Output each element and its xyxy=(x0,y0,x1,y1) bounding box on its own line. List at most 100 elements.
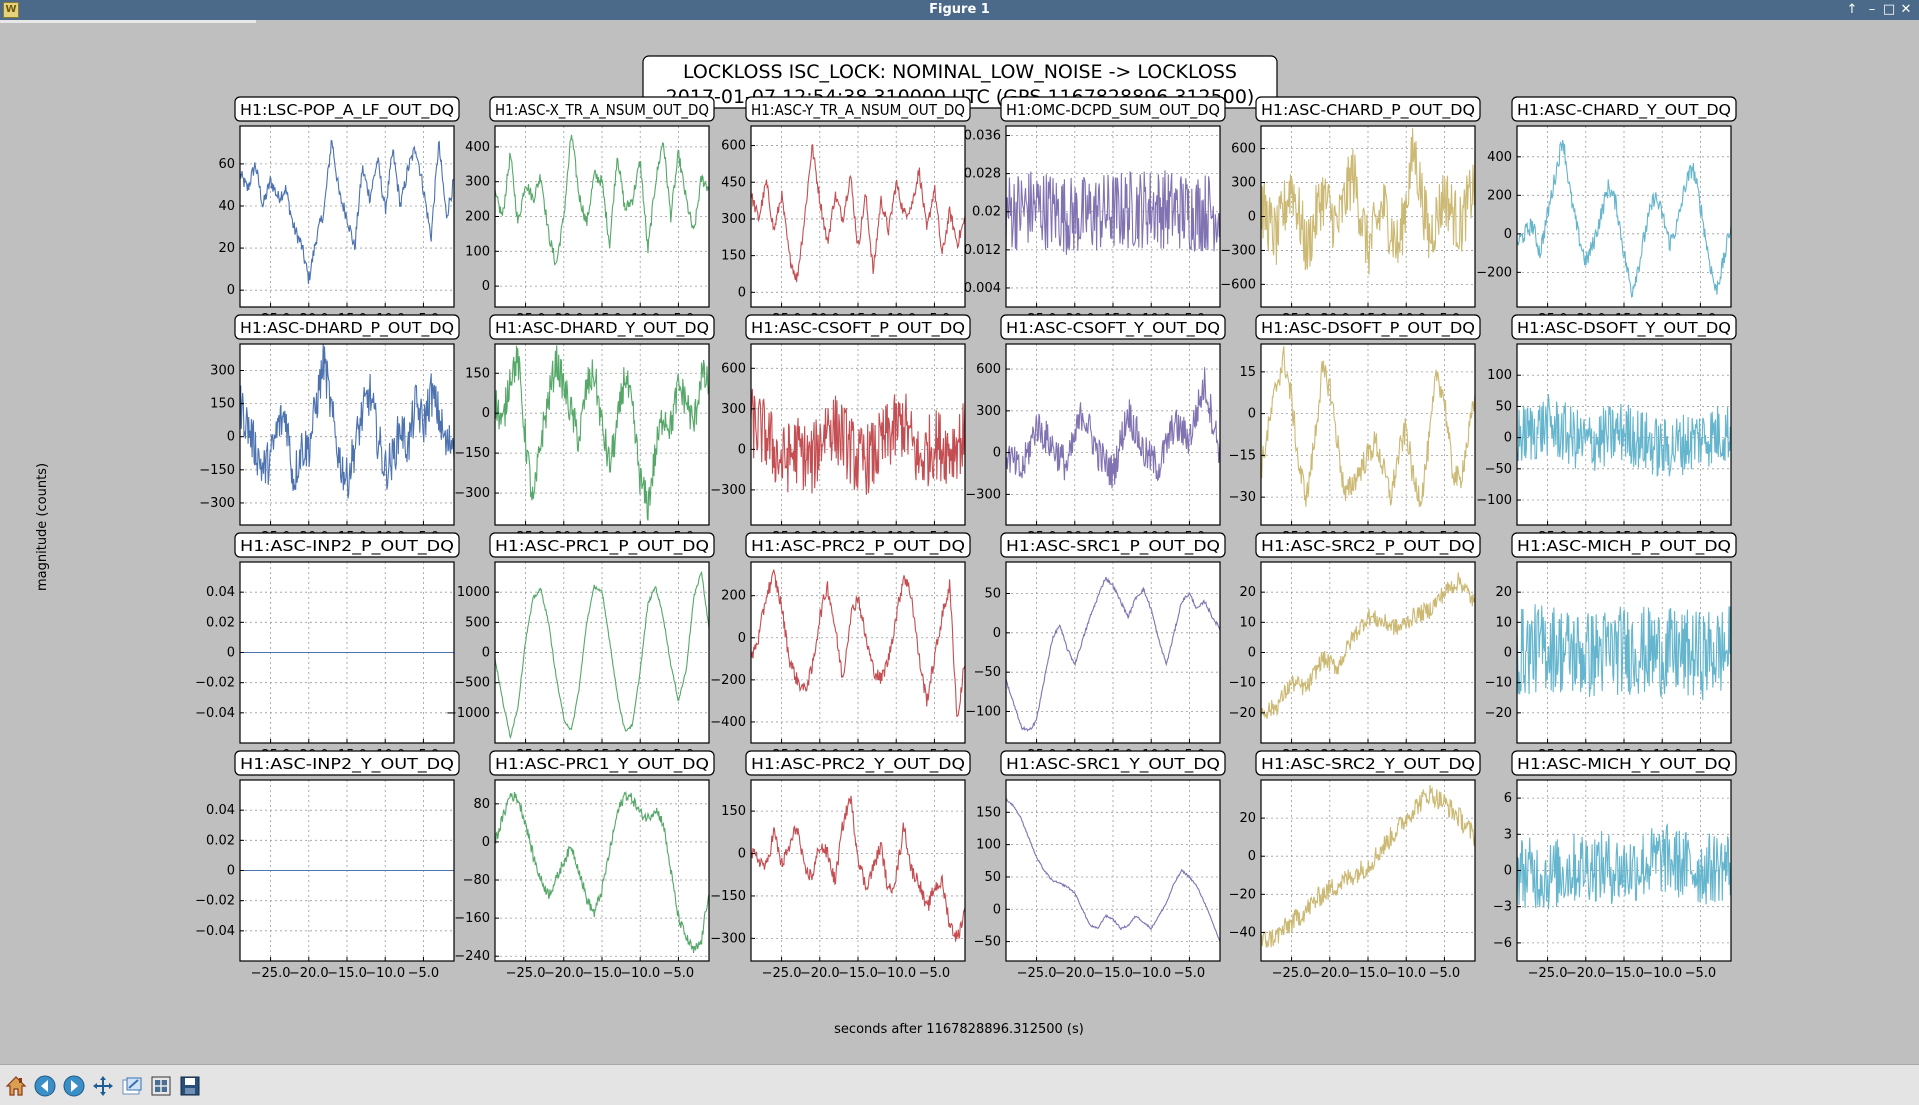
y-tick-label: 300 xyxy=(210,363,235,378)
home-button[interactable] xyxy=(3,1073,29,1099)
y-tick-label: 0 xyxy=(993,446,1001,461)
y-tick-label: 6 xyxy=(1504,791,1512,806)
y-tick-label: 300 xyxy=(721,212,746,227)
subplot-title-box xyxy=(234,314,460,340)
y-tick-label: 50 xyxy=(984,586,1001,601)
x-tick-label: −25.0 xyxy=(506,966,546,981)
y-tick-label: 0 xyxy=(227,864,235,879)
y-tick-label: 0 xyxy=(1248,646,1256,661)
subplot-title: H1:ASC-PRC2_P_OUT_DQ xyxy=(745,532,971,558)
y-tick-label: 0 xyxy=(482,835,490,850)
series-line xyxy=(494,134,710,266)
subplot-title-text: H1:ASC-SRC1_Y_OUT_DQ xyxy=(1006,755,1220,774)
figure-canvas[interactable]: LOCKLOSS ISC_LOCK: NOMINAL_LOW_NOISE -> … xyxy=(4,23,1915,1063)
x-tick-label: −15.0 xyxy=(327,966,367,981)
configure-subplots-button[interactable] xyxy=(148,1073,174,1099)
subplot-title-text: H1:ASC-DHARD_P_OUT_DQ xyxy=(240,319,454,338)
subplot-title-text: H1:ASC-PRC1_P_OUT_DQ xyxy=(495,537,709,556)
subplot-title-box xyxy=(745,96,971,122)
pan-button[interactable] xyxy=(90,1073,116,1099)
subplot-title-text: H1:ASC-Y_TR_A_NSUM_OUT_DQ xyxy=(751,101,965,120)
x-tick-label: −15.0 xyxy=(838,966,878,981)
subplot-title-text: H1:ASC-PRC2_P_OUT_DQ xyxy=(751,537,965,556)
subplot-title: H1:ASC-CHARD_P_OUT_DQ xyxy=(1255,96,1481,122)
back-icon xyxy=(34,1075,56,1097)
back-button[interactable] xyxy=(32,1073,58,1099)
subplot-title-box xyxy=(1511,314,1737,340)
forward-button[interactable] xyxy=(61,1073,87,1099)
x-tick-label: −10.0 xyxy=(876,966,916,981)
x-tick-label: −25.0 xyxy=(1272,966,1312,981)
subplot: 0.0040.0120.020.0280.036−25.0−20.0−15.0−… xyxy=(964,125,1221,327)
y-tick-label: −200 xyxy=(710,673,746,688)
subplot-title-text: H1:ASC-CSOFT_P_OUT_DQ xyxy=(751,319,965,338)
subplot-title-box xyxy=(1255,96,1481,122)
series-line xyxy=(239,343,455,499)
x-tick-label: −5.0 xyxy=(1174,966,1206,981)
subplot-title: H1:ASC-SRC1_P_OUT_DQ xyxy=(1000,532,1226,558)
y-tick-label: −400 xyxy=(710,715,746,730)
keep-above-button[interactable]: ↑ xyxy=(1846,2,1858,17)
y-tick-label: −0.04 xyxy=(195,706,235,721)
y-tick-label: −10 xyxy=(1229,676,1256,691)
subplot-title-box xyxy=(234,96,460,122)
y-tick-label: 600 xyxy=(721,139,746,154)
y-tick-label: −0.02 xyxy=(195,676,235,691)
x-tick-label: −15.0 xyxy=(1604,966,1644,981)
subplot-title-text: H1:ASC-CHARD_P_OUT_DQ xyxy=(1261,101,1475,120)
y-tick-label: −50 xyxy=(974,665,1001,680)
y-tick-label: 100 xyxy=(1487,368,1512,383)
x-tick-label: −15.0 xyxy=(1093,966,1133,981)
close-button[interactable]: ✕ xyxy=(1900,2,1912,17)
y-tick-label: −50 xyxy=(1485,462,1512,477)
subplot-title: H1:ASC-INP2_Y_OUT_DQ xyxy=(234,750,460,776)
subplot-title: H1:ASC-PRC1_P_OUT_DQ xyxy=(489,532,715,558)
y-tick-label: −150 xyxy=(454,446,490,461)
subplot-title-text: H1:ASC-CSOFT_Y_OUT_DQ xyxy=(1006,319,1220,338)
subplot-title-text: H1:ASC-SRC2_Y_OUT_DQ xyxy=(1261,755,1475,774)
series-line xyxy=(1260,785,1476,949)
tab-strip xyxy=(0,20,256,23)
subplot: −0.04−0.0200.020.04−25.0−20.0−15.0−10.0−… xyxy=(195,561,455,763)
series-line xyxy=(239,139,454,284)
y-tick-label: 150 xyxy=(465,366,490,381)
x-tick-label: −10.0 xyxy=(1386,966,1426,981)
y-tick-label: −20 xyxy=(1229,706,1256,721)
subplot-title-box xyxy=(489,314,715,340)
subplot-title-text: H1:ASC-SRC1_P_OUT_DQ xyxy=(1006,537,1220,556)
y-tick-label: 100 xyxy=(976,838,1001,853)
subplot-title: H1:ASC-X_TR_A_NSUM_OUT_DQ xyxy=(489,96,715,122)
minimize-button[interactable]: – xyxy=(1868,2,1876,17)
x-tick-label: −25.0 xyxy=(251,966,291,981)
subplot-title-text: H1:LSC-POP_A_LF_OUT_DQ xyxy=(240,101,454,120)
subplot-title-text: H1:ASC-SRC2_P_OUT_DQ xyxy=(1261,537,1475,556)
y-tick-label: 60 xyxy=(218,157,235,172)
maximize-button[interactable]: □ xyxy=(1882,2,1896,17)
subplot-title-text: H1:ASC-PRC2_Y_OUT_DQ xyxy=(751,755,965,774)
subplot-title-box xyxy=(1000,96,1226,122)
subplot-title-box xyxy=(1255,750,1481,776)
y-tick-label: 0 xyxy=(227,430,235,445)
y-tick-label: 20 xyxy=(1239,811,1256,826)
save-button[interactable] xyxy=(177,1073,203,1099)
subplot-title-text: H1:ASC-MICH_Y_OUT_DQ xyxy=(1517,755,1731,774)
y-tick-label: 1000 xyxy=(457,585,490,600)
x-tick-label: −5.0 xyxy=(663,966,695,981)
subplot-title: H1:OMC-DCPD_SUM_OUT_DQ xyxy=(1000,96,1226,122)
subplot-title: H1:ASC-CHARD_Y_OUT_DQ xyxy=(1511,96,1737,122)
y-tick-label: −500 xyxy=(454,676,490,691)
y-tick-label: −40 xyxy=(1229,925,1256,940)
subplot-title-box xyxy=(234,532,460,558)
zoom-button[interactable] xyxy=(119,1073,145,1099)
subplot-title: H1:ASC-DSOFT_P_OUT_DQ xyxy=(1255,314,1481,340)
y-tick-label: 100 xyxy=(465,244,490,259)
y-tick-label: 80 xyxy=(473,797,490,812)
y-tick-label: 50 xyxy=(1495,399,1512,414)
figure-ylabel: magnitude (counts) xyxy=(35,463,50,591)
subplot-title: H1:ASC-Y_TR_A_NSUM_OUT_DQ xyxy=(745,96,971,122)
series-line xyxy=(1260,572,1476,719)
subplot-title: H1:ASC-INP2_P_OUT_DQ xyxy=(234,532,460,558)
series-line xyxy=(750,143,966,283)
